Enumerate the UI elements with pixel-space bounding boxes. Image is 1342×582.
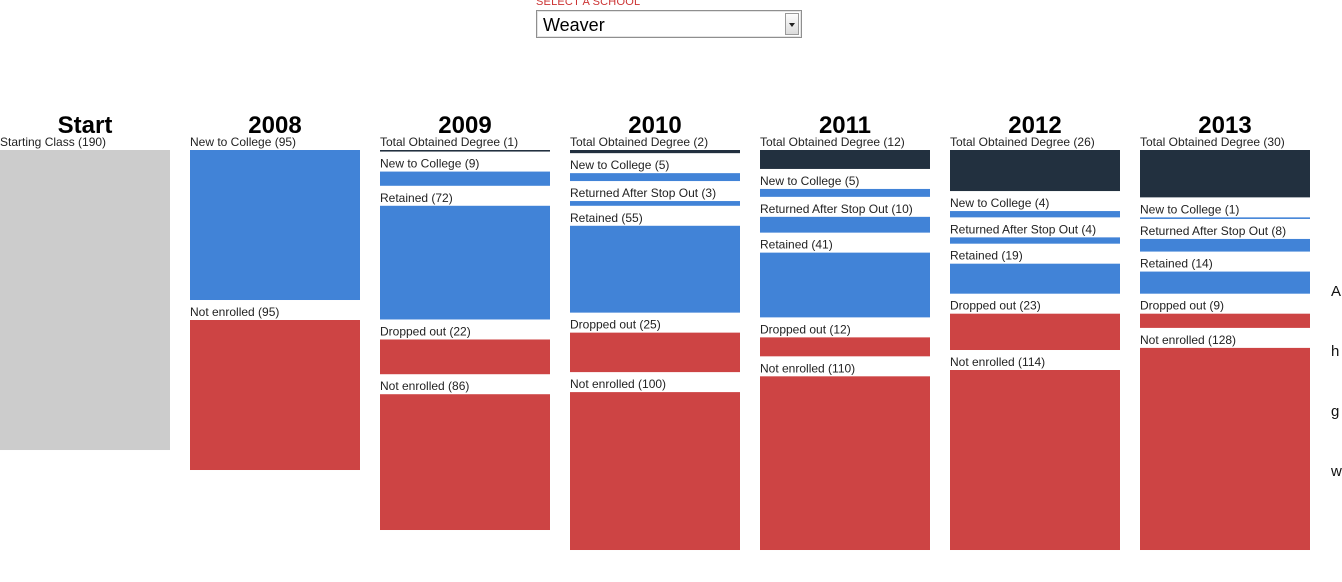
segment-bar-new-to-college: [190, 150, 360, 301]
column-title: 2011: [819, 112, 871, 139]
segment-bar-new-to-college: [570, 173, 740, 182]
segment-label: Retained (55): [570, 211, 643, 225]
segment-label: New to College (5): [760, 174, 859, 188]
segment-bar-dropped-out: [380, 339, 550, 375]
column-title: 2010: [628, 112, 681, 139]
column-title: 2009: [438, 112, 491, 139]
segment-bar-new-to-college: [760, 188, 930, 197]
segment-label: Not enrolled (95): [190, 305, 279, 319]
segment-label: Total Obtained Degree (1): [380, 135, 518, 149]
segment-bar-new-to-college: [380, 171, 550, 186]
segment-label: New to College (4): [950, 196, 1049, 210]
segment-label: Dropped out (9): [1140, 299, 1224, 313]
segment-label: Dropped out (25): [570, 318, 661, 332]
segment-label: Starting Class (190): [0, 135, 106, 149]
segment-label: Returned After Stop Out (3): [570, 186, 716, 200]
segment-label: Returned After Stop Out (10): [760, 202, 913, 216]
segment-label: New to College (95): [190, 135, 296, 149]
segment-label: Total Obtained Degree (30): [1140, 135, 1285, 149]
segment-label: Retained (41): [760, 238, 833, 252]
segment-bar-returned-after-stop-out: [1140, 238, 1310, 252]
segment-label: New to College (9): [380, 157, 479, 171]
segment-label: Retained (19): [950, 249, 1023, 263]
segment-label: New to College (1): [1140, 202, 1239, 216]
segment-label: Retained (14): [1140, 257, 1213, 271]
segment-bar-not-enrolled: [380, 394, 550, 531]
segment-label: Not enrolled (114): [950, 355, 1045, 369]
segment-bar-returned-after-stop-out: [950, 237, 1120, 244]
column-title: 2012: [1008, 112, 1061, 139]
segment-bar-retained: [570, 225, 740, 313]
column-title: 2008: [248, 112, 301, 139]
segment-bar-returned-after-stop-out: [570, 201, 740, 206]
segment-label: Dropped out (12): [760, 322, 851, 336]
segment-bar-starting-class: [0, 150, 170, 451]
side-note-clipped: A h g w: [1331, 242, 1342, 502]
segment-bar-total-obtained-degree: [760, 150, 930, 169]
segment-label: Dropped out (23): [950, 299, 1041, 313]
segment-label: Dropped out (22): [380, 324, 471, 338]
side-note-line: w: [1331, 463, 1342, 480]
segment-bar-new-to-college: [1140, 217, 1310, 219]
school-dropdown-value: Weaver: [543, 15, 605, 35]
segment-bar-dropped-out: [950, 313, 1120, 351]
segment-bar-dropped-out: [570, 332, 740, 373]
segment-bar-total-obtained-degree: [570, 150, 740, 154]
side-note-line: h: [1331, 343, 1340, 360]
segment-label: Total Obtained Degree (12): [760, 135, 905, 149]
segment-bar-dropped-out: [1140, 313, 1310, 328]
side-note-line: A: [1331, 283, 1342, 300]
column-title: 2013: [1198, 112, 1251, 139]
segment-bar-total-obtained-degree: [950, 150, 1120, 192]
school-dropdown[interactable]: Weaver: [536, 10, 802, 38]
segment-bar-not-enrolled: [1140, 347, 1310, 551]
segment-bar-retained: [1140, 271, 1310, 294]
segment-bar-new-to-college: [950, 211, 1120, 218]
segment-label: New to College (5): [570, 158, 669, 172]
segment-label: Returned After Stop Out (8): [1140, 224, 1286, 238]
segment-label: Total Obtained Degree (26): [950, 135, 1095, 149]
segment-bar-dropped-out: [760, 337, 930, 357]
column-title: Start: [58, 112, 113, 139]
segment-label: Not enrolled (110): [760, 361, 855, 375]
segment-label: Not enrolled (86): [380, 379, 469, 393]
segment-label: Returned After Stop Out (4): [950, 222, 1096, 236]
school-selector-label: SELECT A SCHOOL: [536, 0, 641, 8]
segment-bar-returned-after-stop-out: [760, 216, 930, 233]
chevron-down-icon[interactable]: [785, 13, 799, 35]
segment-bar-retained: [380, 205, 550, 320]
segment-bar-total-obtained-degree: [1140, 150, 1310, 198]
segment-bar-not-enrolled: [570, 392, 740, 551]
segment-bar-total-obtained-degree: [380, 150, 550, 152]
segment-label: Not enrolled (100): [570, 377, 666, 391]
segment-bar-not-enrolled: [190, 320, 360, 471]
segment-label: Total Obtained Degree (2): [570, 135, 708, 149]
segment-bar-retained: [950, 263, 1120, 294]
segment-label: Not enrolled (128): [1140, 333, 1236, 347]
segment-bar-retained: [760, 252, 930, 318]
segment-bar-not-enrolled: [760, 376, 930, 551]
segment-bar-not-enrolled: [950, 370, 1120, 551]
segment-label: Retained (72): [380, 191, 453, 205]
side-note-line: g: [1331, 403, 1340, 420]
